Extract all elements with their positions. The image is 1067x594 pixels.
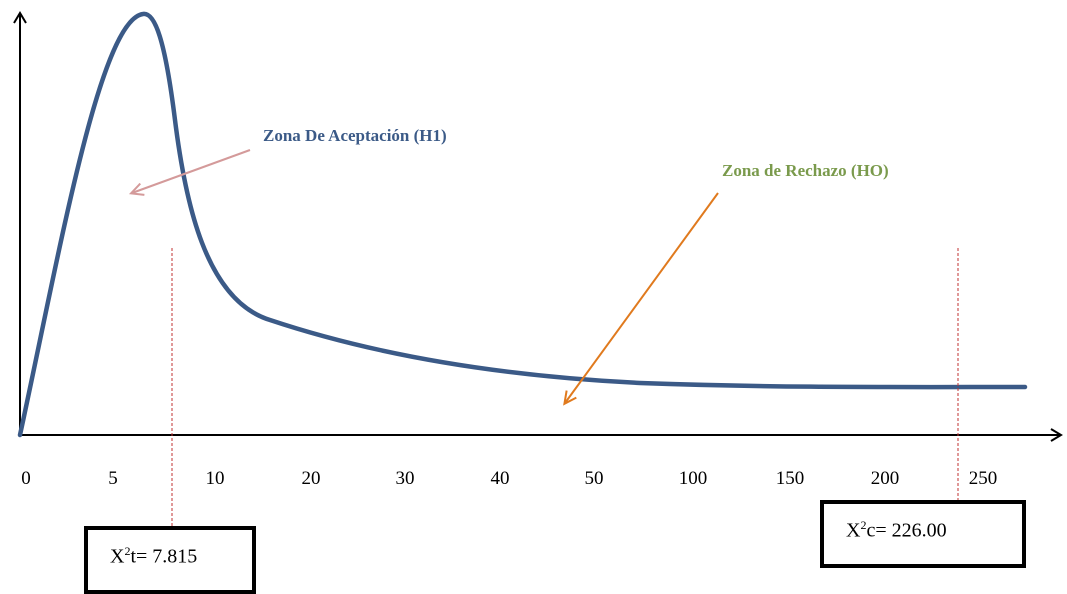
chi-square-curve — [17, 11, 1028, 438]
x-tick-label: 250 — [969, 468, 998, 489]
x-tick-labels: 0 5 10 20 30 40 50 100 150 200 250 — [21, 468, 997, 489]
tabulated-label-main: X — [110, 545, 125, 568]
calculated-value-box: X2c= 226.00 — [820, 500, 1026, 568]
x-tick-label: 50 — [585, 468, 604, 489]
tabulated-label-rest: t= 7.815 — [130, 545, 198, 568]
calculated-label-rest: c= 226.00 — [866, 519, 947, 542]
x-tick-label: 150 — [776, 468, 805, 489]
accept-zone-label: Zona De Aceptación (H1) — [263, 126, 447, 145]
accept-zone-arrow — [128, 149, 251, 196]
x-tick-label: 30 — [396, 468, 415, 489]
tabulated-label-sup: 2 — [124, 544, 131, 558]
x-tick-label: 0 — [21, 468, 31, 489]
tabulated-value-box: X2t= 7.815 — [84, 526, 256, 594]
calculated-label-sup: 2 — [860, 518, 867, 532]
x-tick-label: 20 — [302, 468, 321, 489]
x-tick-label: 40 — [491, 468, 510, 489]
x-tick-label: 10 — [206, 468, 225, 489]
x-tick-label: 200 — [871, 468, 900, 489]
reject-zone-arrow — [563, 192, 719, 406]
x-tick-label: 5 — [108, 468, 118, 489]
calculated-label-main: X — [846, 519, 861, 542]
reject-zone-label: Zona de Rechazo (HO) — [722, 161, 889, 180]
x-tick-label: 100 — [679, 468, 708, 489]
